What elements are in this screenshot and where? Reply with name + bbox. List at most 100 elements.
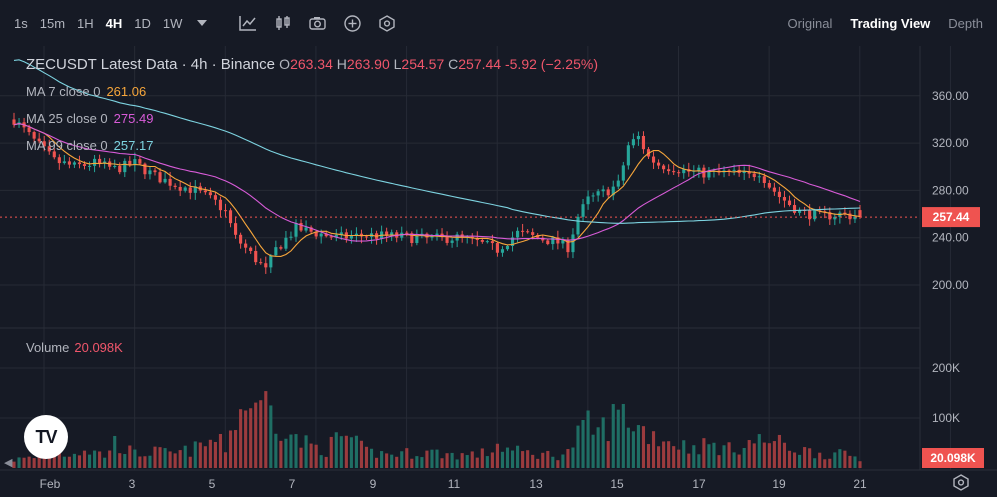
- candle-body: [531, 232, 535, 235]
- volume-bar: [274, 433, 278, 468]
- indicators-icon[interactable]: [230, 15, 266, 31]
- volume-bars: [12, 391, 862, 468]
- timeframe-4h[interactable]: 4H: [105, 15, 123, 31]
- volume-bar: [203, 446, 207, 468]
- candle-body: [621, 165, 625, 181]
- candle-body: [616, 180, 620, 187]
- plus-circle-icon[interactable]: [335, 14, 370, 32]
- volume-bar: [677, 449, 681, 468]
- candle-body: [561, 239, 565, 244]
- candle-body: [82, 164, 87, 166]
- candle-body: [853, 216, 857, 220]
- candle-body: [188, 187, 192, 193]
- settings-hex-icon[interactable]: [370, 14, 404, 32]
- price-tick-label: 200.00: [932, 278, 969, 292]
- low-value: 254.57: [401, 56, 445, 72]
- timeframe-1h[interactable]: 1H: [77, 15, 94, 31]
- volume-bar: [485, 456, 489, 468]
- ohlc-legend: ZECUSDT Latest Data · 4h · Binance O263.…: [26, 56, 598, 73]
- volume-bar: [123, 454, 127, 468]
- volume-bar: [17, 457, 21, 468]
- volume-bar: [153, 446, 157, 468]
- candle-type-icon[interactable]: [266, 15, 300, 31]
- volume-bar: [198, 442, 202, 468]
- chart-settings-icon[interactable]: [953, 474, 969, 495]
- candle-body: [390, 232, 394, 236]
- timeframe-1s[interactable]: 1s: [14, 15, 28, 31]
- volume-bar: [385, 453, 389, 468]
- view-original[interactable]: Original: [787, 15, 833, 31]
- candle-body: [42, 141, 46, 147]
- candle-body: [657, 162, 661, 166]
- volume-bar: [752, 443, 756, 468]
- volume-bar: [309, 443, 313, 468]
- volume-bar: [636, 425, 640, 468]
- view-depth[interactable]: Depth: [948, 15, 983, 31]
- ma7-legend[interactable]: MA 7 close 0 261.06: [26, 84, 147, 99]
- timeframe-1d[interactable]: 1D: [134, 15, 151, 31]
- last-value-badges: 257.44 20.098K: [922, 207, 984, 468]
- camera-icon[interactable]: [300, 16, 335, 30]
- volume-bar: [813, 458, 817, 468]
- volume-bar: [259, 400, 263, 468]
- volume-bar: [707, 444, 711, 468]
- candle-body: [254, 250, 258, 263]
- candle-body: [98, 158, 102, 164]
- volume-bar: [118, 453, 122, 468]
- volume-bar: [682, 440, 686, 468]
- chevron-down-icon[interactable]: [188, 20, 216, 26]
- volume-bar: [853, 456, 857, 468]
- candle-body: [485, 241, 489, 243]
- scroll-left-icon[interactable]: ◀: [4, 457, 13, 469]
- candle-body: [385, 231, 389, 236]
- ma99-legend[interactable]: MA 99 close 0 257.17: [26, 138, 154, 153]
- candle-body: [601, 189, 605, 192]
- candle-body: [631, 139, 635, 146]
- candle-body: [480, 240, 484, 242]
- volume-bar: [662, 441, 666, 468]
- candle-body: [772, 187, 776, 192]
- volume-bar: [475, 457, 479, 468]
- candle-body: [782, 197, 787, 201]
- timeframe-1w[interactable]: 1W: [162, 15, 183, 31]
- candle-body: [440, 233, 444, 237]
- candle-body: [118, 165, 122, 173]
- candle-body: [551, 237, 555, 245]
- volume-bar: [747, 440, 751, 468]
- tradingview-logo-icon[interactable]: TV: [24, 415, 68, 459]
- volume-bar: [67, 456, 71, 468]
- candle-body: [77, 162, 82, 165]
- volume-bar: [687, 453, 691, 468]
- volume-bar: [77, 455, 82, 468]
- volume-bar: [113, 435, 117, 468]
- timeframe-15m[interactable]: 15m: [39, 15, 66, 31]
- candle-body: [143, 163, 147, 175]
- volume-bar: [133, 449, 137, 468]
- candle-body: [450, 240, 454, 243]
- time-tick-label: 19: [772, 477, 786, 491]
- candle-body: [505, 245, 510, 250]
- volume-bar: [339, 436, 343, 468]
- volume-bar: [470, 451, 474, 468]
- candle-body: [677, 172, 681, 174]
- volume-bar: [500, 451, 505, 468]
- candle-body: [566, 239, 570, 253]
- view-trading-view[interactable]: Trading View: [850, 15, 931, 31]
- ma25-legend[interactable]: MA 25 close 0 275.49: [26, 111, 154, 126]
- candle-body: [203, 190, 207, 193]
- volume-bar: [697, 454, 701, 468]
- volume-bar: [460, 453, 464, 468]
- candle-body: [12, 119, 16, 125]
- volume-bar: [380, 451, 384, 468]
- volume-bar: [828, 458, 832, 468]
- volume-bar: [319, 455, 323, 468]
- candle-body: [682, 169, 686, 174]
- volume-bar: [415, 456, 419, 468]
- volume-bar: [269, 405, 273, 468]
- volume-bar: [692, 445, 696, 468]
- volume-bar: [516, 445, 520, 468]
- change-value: -5.92 (−2.25%): [504, 56, 598, 72]
- volume-bar: [344, 435, 348, 468]
- volume-bar: [772, 441, 776, 468]
